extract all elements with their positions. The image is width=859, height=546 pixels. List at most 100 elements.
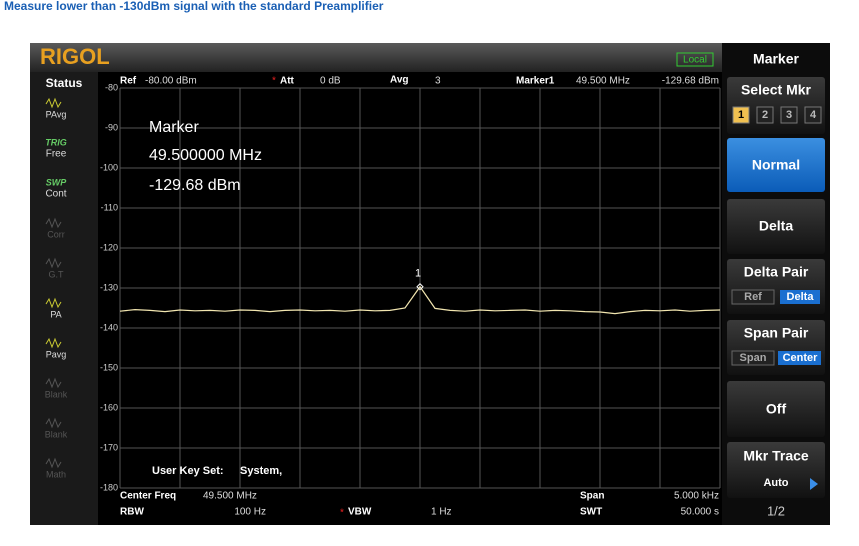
status-label: Blank <box>45 389 68 399</box>
swt-value: 50.000 s <box>681 507 719 518</box>
att-value: 0 dB <box>320 76 341 87</box>
status-label: Blank <box>45 429 68 439</box>
center-label: Center Freq <box>120 491 176 502</box>
menu-title: Marker <box>753 51 799 67</box>
marker-freq: 49.500 MHz <box>576 76 630 87</box>
status-heading: Status <box>46 76 83 90</box>
span-pair-label: Span Pair <box>744 325 809 341</box>
marker-level: -129.68 dBm <box>662 76 719 87</box>
y-tick-label: -140 <box>100 322 118 332</box>
marker-button[interactable] <box>756 106 774 124</box>
marker-button[interactable] <box>780 106 798 124</box>
readout-freq: 49.500000 MHz <box>149 147 262 164</box>
normal-label: Normal <box>752 157 800 173</box>
y-tick-label: -110 <box>101 202 118 212</box>
avg-value: 3 <box>435 76 441 87</box>
status-icon <box>45 257 62 269</box>
status-icon <box>45 377 62 389</box>
option: Ref <box>744 291 762 303</box>
vbw-label: VBW <box>348 507 372 518</box>
select-key[interactable] <box>727 77 825 134</box>
status-icon <box>45 97 62 109</box>
option-box <box>731 289 775 305</box>
rbw-value: 100 Hz <box>234 507 266 518</box>
status-top: SWP <box>46 177 67 187</box>
status-label: Math <box>46 469 66 479</box>
off-key[interactable] <box>727 381 825 437</box>
marker-selector: 1 2 3 4 <box>732 106 822 124</box>
instrument-panel <box>30 43 830 525</box>
normal-key[interactable] <box>727 138 825 192</box>
marker-number: 4 <box>810 109 817 121</box>
marker-label: 1 <box>415 268 421 280</box>
page-title: Measure lower than -130dBm signal with t… <box>4 0 384 13</box>
marker-number: 3 <box>786 109 792 121</box>
span-label: Span <box>580 491 604 502</box>
ref-label: Ref <box>120 76 137 87</box>
y-tick-label: -170 <box>100 442 118 452</box>
trace-line <box>119 285 721 315</box>
status-label: PAvg <box>46 109 67 119</box>
status-column <box>30 72 98 525</box>
logo: RIGOL <box>40 44 110 69</box>
option-box-active <box>778 351 821 365</box>
att-label: Att <box>280 76 295 87</box>
span-value: 5.000 kHz <box>674 491 719 502</box>
y-tick-label: -160 <box>100 402 118 412</box>
readout-level: -129.68 dBm <box>149 177 241 194</box>
status-icon <box>45 217 62 229</box>
option: Span <box>740 352 767 364</box>
arrow-icon <box>810 478 818 490</box>
status-label: G.T <box>49 269 65 279</box>
status-label: Corr <box>47 229 65 239</box>
swt-label: SWT <box>580 507 602 518</box>
delta-key[interactable] <box>727 199 825 254</box>
marker-button[interactable] <box>732 106 750 124</box>
marker-point <box>416 283 424 291</box>
select-label: Select Mkr <box>741 82 812 98</box>
page-indicator: 1/2 <box>767 503 785 518</box>
y-tick-label: -130 <box>100 282 118 292</box>
status-label: PA <box>50 309 61 319</box>
option-box-active <box>780 290 820 304</box>
off-label: Off <box>766 401 787 417</box>
marker-number: 1 <box>738 109 744 121</box>
status-items: PAvg TRIG Free SWP Cont Corr G.T PA Pavg Blank Bla… <box>45 97 68 479</box>
marker-label: Marker1 <box>516 76 555 87</box>
y-tick-label: -180 <box>100 482 118 492</box>
top-bar <box>30 43 722 72</box>
y-tick-label: -120 <box>100 242 118 252</box>
status-label: Pavg <box>46 349 67 359</box>
option-box <box>731 350 775 366</box>
delta-pair-label: Delta Pair <box>744 264 809 280</box>
option: Center <box>783 352 819 364</box>
status-icon <box>45 457 62 469</box>
status-icon <box>45 337 62 349</box>
status-icon <box>45 417 62 429</box>
status-icon <box>45 297 62 309</box>
rbw-label: RBW <box>120 507 144 518</box>
mkr-trace-key[interactable] <box>727 442 825 498</box>
readout-title: Marker <box>149 119 199 136</box>
mode-box <box>676 52 714 67</box>
ref-value: -80.00 dBm <box>145 76 197 87</box>
mkr-trace-label: Mkr Trace <box>743 448 809 464</box>
center-value: 49.500 MHz <box>203 491 257 502</box>
y-tick-label: -80 <box>105 82 118 92</box>
vbw-value: 1 Hz <box>431 507 452 518</box>
option: Delta <box>787 291 815 303</box>
avg-label: Avg <box>390 75 409 86</box>
y-tick-label: -90 <box>105 122 118 132</box>
marker-number: 2 <box>762 109 768 121</box>
marker-button[interactable] <box>804 106 822 124</box>
delta-label: Delta <box>759 218 793 234</box>
vbw-star: * <box>340 508 344 519</box>
mode: Local <box>683 55 707 66</box>
y-tick-label: -150 <box>100 362 118 372</box>
mkr-trace-value: Auto <box>763 477 788 489</box>
status-top: TRIG <box>45 137 67 147</box>
user-key-value: System, <box>240 465 282 477</box>
